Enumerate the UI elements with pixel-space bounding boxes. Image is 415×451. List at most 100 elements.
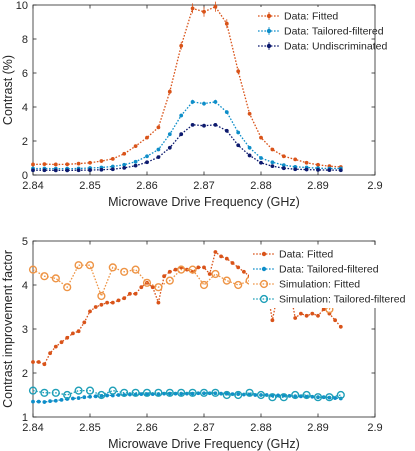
data-point	[236, 265, 241, 270]
data-point	[236, 143, 241, 148]
x-axis-label: Microwave Drive Frequency (GHz)	[108, 195, 300, 209]
data-point	[291, 390, 300, 400]
series-line	[32, 5, 341, 168]
legend-label: Data: Undiscriminated	[284, 41, 387, 53]
y-tick-label: 4	[22, 102, 28, 114]
x-tick-label: 2.84	[22, 180, 43, 192]
data-point	[156, 155, 161, 160]
y-tick-label: 6	[22, 68, 28, 80]
data-point	[213, 250, 218, 254]
data-point	[264, 393, 269, 397]
data-point	[304, 167, 309, 172]
data-point	[256, 390, 266, 400]
data-point	[167, 132, 172, 137]
data-point	[213, 100, 218, 104]
data-point	[36, 360, 41, 364]
data-point	[85, 386, 95, 395]
legend-label: Simulation: Fitted	[279, 279, 360, 291]
data-point	[154, 283, 163, 292]
data-point	[53, 168, 58, 173]
data-point	[139, 285, 144, 290]
data-point	[259, 160, 263, 165]
data-point	[316, 168, 320, 172]
data-point	[179, 391, 184, 396]
data-point	[333, 318, 337, 323]
data-point	[213, 122, 218, 127]
data-point	[202, 9, 206, 14]
data-point	[270, 147, 275, 152]
data-point	[222, 390, 231, 400]
y-tick-label: 4	[22, 280, 28, 292]
data-point	[259, 156, 263, 160]
data-point	[338, 168, 343, 173]
data-point	[167, 89, 172, 94]
data-point	[42, 162, 47, 167]
data-point	[196, 265, 201, 270]
data-point	[97, 291, 106, 301]
y-tick-label: 3	[22, 324, 28, 336]
data-point	[259, 135, 263, 140]
data-point	[53, 398, 58, 403]
legend: Data: Fitted Data: Tailored-filtered Simul…	[249, 245, 411, 308]
data-point	[40, 388, 49, 397]
data-point	[224, 128, 229, 133]
data-point	[234, 280, 243, 290]
data-point	[188, 265, 197, 274]
x-tick-label: 2.88	[250, 180, 271, 192]
data-point	[65, 162, 70, 167]
data-point	[165, 276, 174, 285]
data-point	[88, 168, 92, 172]
data-point	[63, 283, 72, 292]
data-point	[338, 324, 343, 329]
legend-marker	[261, 266, 267, 272]
legend-label: Data: Tailored-filtered	[284, 26, 384, 38]
data-point	[173, 267, 178, 272]
data-point	[190, 6, 195, 11]
data-point	[74, 386, 83, 395]
x-tick-label: 2.87	[193, 422, 214, 434]
data-point	[116, 393, 121, 397]
data-point	[76, 329, 81, 334]
data-point	[236, 69, 241, 74]
data-point	[120, 388, 129, 397]
data-point	[99, 159, 104, 163]
data-point	[199, 388, 209, 397]
legend-marker	[259, 294, 269, 304]
data-point	[304, 313, 309, 318]
x-tick-label: 2.9	[367, 180, 382, 192]
chart-panel-1: 2.84 2.85 2.86 2.87 2.88 2.89 2.9 0 2 4 6 8 10 Microw…	[1, 0, 387, 209]
data-point	[99, 167, 104, 172]
x-tick-label: 2.86	[136, 180, 157, 192]
data-point	[105, 300, 109, 305]
data-point	[207, 272, 212, 276]
data-point	[63, 390, 72, 400]
data-point	[145, 154, 149, 159]
data-point	[71, 396, 75, 401]
data-point	[48, 351, 52, 356]
data-point	[133, 144, 138, 149]
data-point	[145, 160, 149, 165]
data-point	[122, 296, 127, 301]
data-point	[76, 161, 81, 166]
data-point	[154, 388, 163, 397]
data-point	[222, 276, 231, 285]
data-point	[156, 125, 161, 130]
data-point	[108, 263, 117, 272]
data-point	[31, 399, 35, 404]
y-axis-label: Contrast improvement factor	[1, 250, 15, 408]
x-tick-label: 2.87	[193, 180, 214, 192]
data-point	[28, 265, 38, 274]
y-axis-label: Contrast (%)	[1, 55, 15, 125]
data-point	[213, 4, 218, 9]
data-point	[325, 393, 334, 402]
data-point	[88, 160, 92, 165]
data-point	[65, 335, 70, 340]
data-point	[247, 153, 252, 158]
data-point	[167, 269, 172, 274]
data-point	[179, 113, 184, 118]
data-point	[40, 272, 49, 281]
data-point	[224, 110, 229, 114]
data-point	[42, 168, 47, 173]
legend-label: Data: Fitted	[284, 11, 338, 23]
data-point	[281, 166, 286, 171]
